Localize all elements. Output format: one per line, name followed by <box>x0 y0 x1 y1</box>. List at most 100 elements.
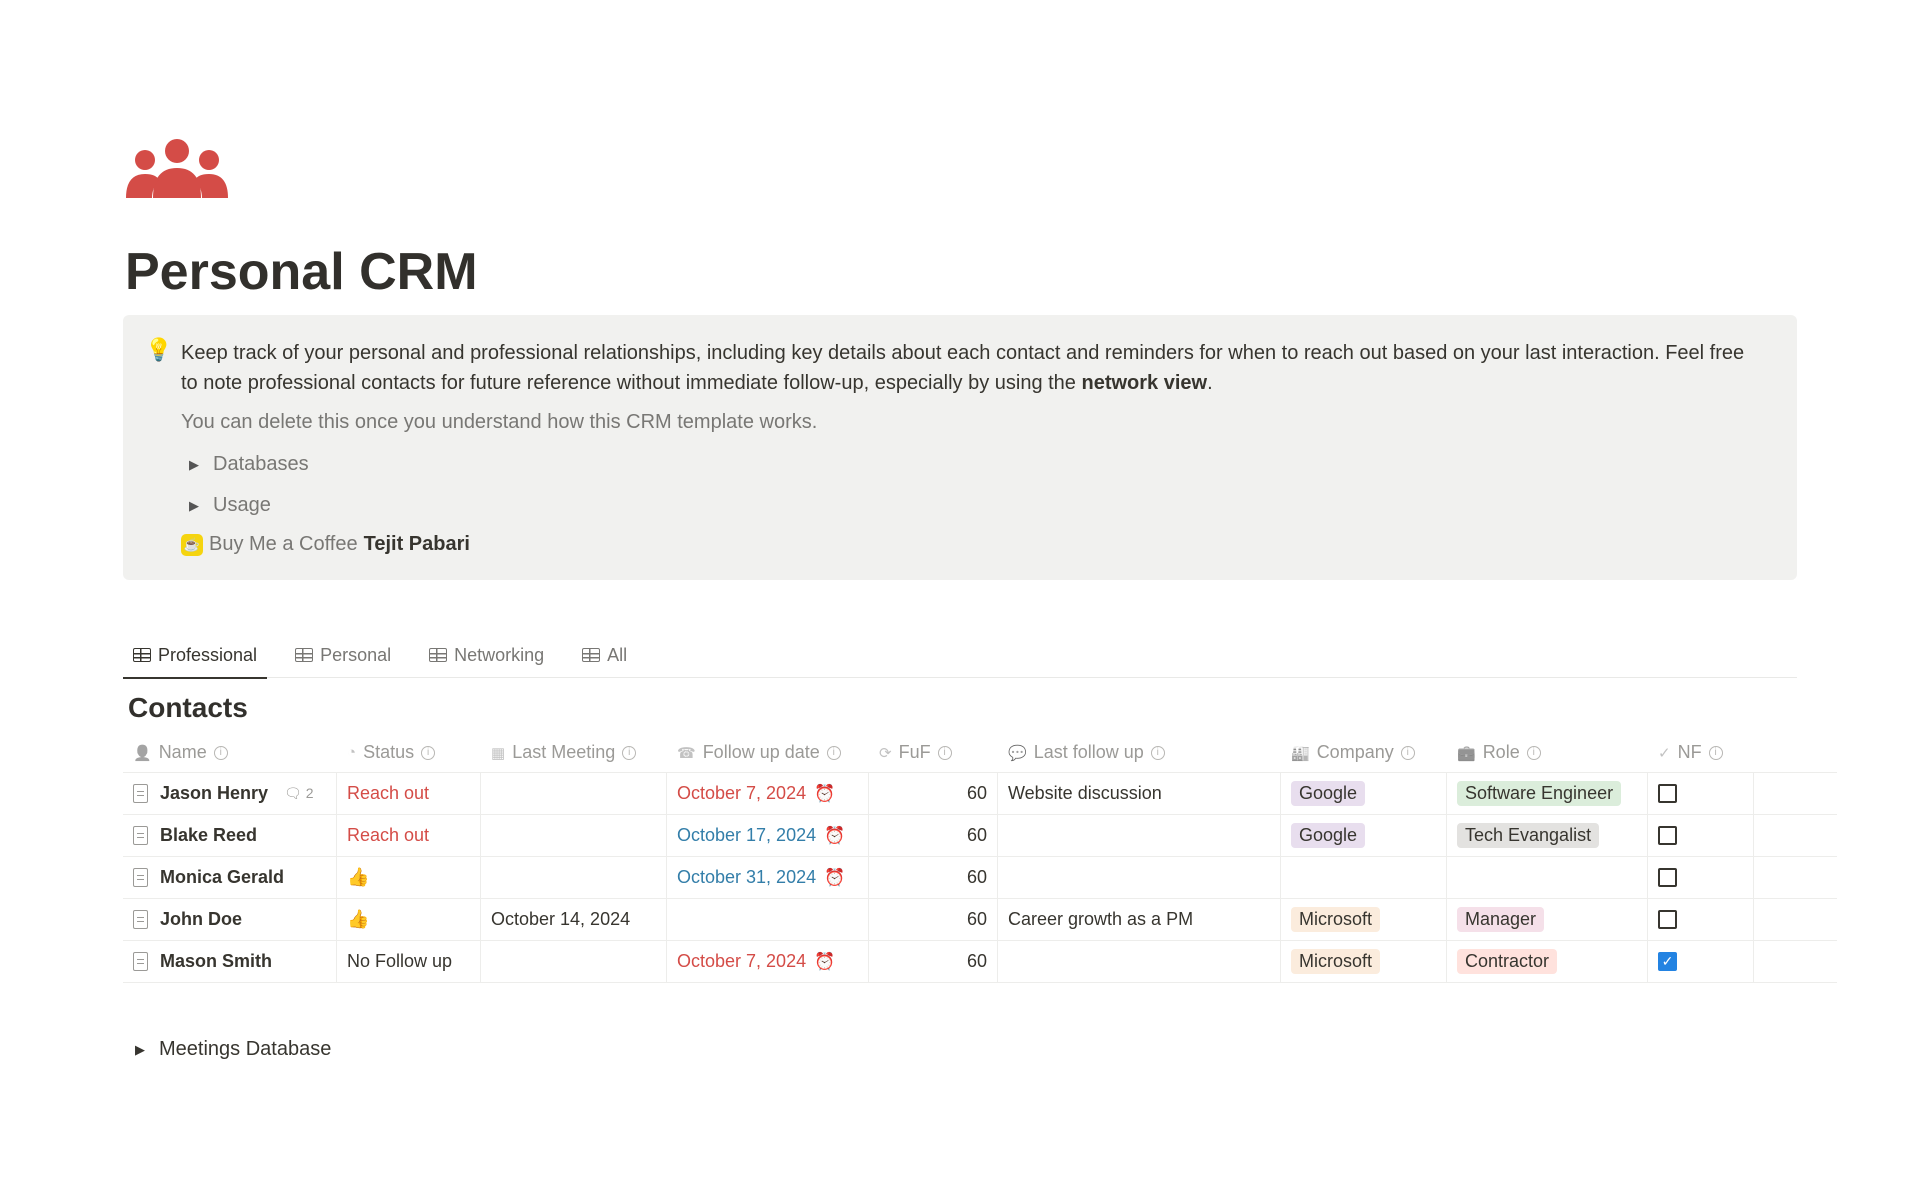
table-row[interactable]: Blake Reed Reach out October 17, 2024 ⏰ 6… <box>123 815 1837 857</box>
triangle-right-icon[interactable]: ▶ <box>135 1041 145 1057</box>
fuf-cell[interactable]: 60 <box>869 815 998 856</box>
company-cell[interactable]: Microsoft <box>1281 941 1447 982</box>
info-icon[interactable]: i <box>1708 745 1723 760</box>
meetings-database-toggle[interactable]: ▶ Meetings Database <box>135 1038 331 1061</box>
column-header-last-meeting[interactable]: ▦ Last Meeting i <box>481 733 667 772</box>
info-icon[interactable]: i <box>1150 745 1165 760</box>
column-header-company[interactable]: 🏭 Company i <box>1281 733 1447 772</box>
empty-cell <box>1754 899 1837 940</box>
column-header-nf[interactable]: ✓ NF i <box>1648 733 1754 772</box>
column-header-name[interactable]: 👤 Name i <box>123 733 337 772</box>
last-follow-up-cell[interactable] <box>998 857 1281 898</box>
fuf-cell[interactable]: 60 <box>869 773 998 814</box>
status-cell[interactable]: Reach out <box>337 815 481 856</box>
company-cell[interactable]: Google <box>1281 815 1447 856</box>
column-header-last-follow-up[interactable]: 💬 Last follow up i <box>998 733 1281 772</box>
tab-personal[interactable]: Personal <box>285 640 401 678</box>
coffee-author[interactable]: Tejit Pabari <box>363 533 470 555</box>
role-cell[interactable]: Tech Evangalist <box>1447 815 1648 856</box>
name-cell[interactable]: John Doe <box>123 899 337 940</box>
status-cell[interactable]: No Follow up <box>337 941 481 982</box>
status-cell[interactable]: Reach out <box>337 773 481 814</box>
contact-name[interactable]: Jason Henry <box>160 783 269 803</box>
tab-networking[interactable]: Networking <box>419 640 554 678</box>
name-cell[interactable]: Blake Reed <box>123 815 337 856</box>
comment-count[interactable]: 🗨 2 <box>284 785 313 802</box>
company-tag: Google <box>1291 823 1366 848</box>
last-meeting-cell[interactable] <box>481 941 667 982</box>
buy-me-coffee-link[interactable]: ☕ Buy Me a Coffee Tejit Pabari <box>181 533 470 556</box>
triangle-right-icon[interactable]: ▶ <box>189 497 199 513</box>
follow-up-date-cell[interactable]: October 7, 2024 ⏰ <box>667 773 869 814</box>
follow-up-date-cell[interactable]: October 17, 2024 ⏰ <box>667 815 869 856</box>
page-icon <box>133 826 148 845</box>
name-cell[interactable]: Jason Henry 🗨 2 <box>123 773 337 814</box>
last-meeting-cell[interactable] <box>481 773 667 814</box>
company-cell[interactable] <box>1281 857 1447 898</box>
last-follow-up-cell[interactable]: Career growth as a PM <box>998 899 1281 940</box>
nf-checkbox[interactable] <box>1658 910 1677 929</box>
info-icon[interactable]: i <box>622 745 637 760</box>
column-label: Last Meeting <box>512 742 616 762</box>
table-icon <box>582 648 601 662</box>
column-header-role[interactable]: 💼 Role i <box>1447 733 1648 772</box>
column-header-follow-up-date[interactable]: ☎ Follow up date i <box>667 733 869 772</box>
table-row[interactable]: Monica Gerald 👍 October 31, 2024 ⏰ 60 <box>123 857 1837 899</box>
status-cell[interactable]: 👍 <box>337 857 481 898</box>
nf-checkbox[interactable] <box>1658 868 1677 887</box>
contact-name[interactable]: Blake Reed <box>160 825 258 845</box>
alarm-clock-icon: ⏰ <box>824 825 846 845</box>
info-icon[interactable]: i <box>1400 745 1415 760</box>
info-icon[interactable]: i <box>213 745 228 760</box>
view-tabs: Professional Personal Networking All <box>123 640 1797 679</box>
tab-all[interactable]: All <box>572 640 637 678</box>
name-cell[interactable]: Monica Gerald <box>123 857 337 898</box>
nf-checkbox[interactable] <box>1658 784 1677 803</box>
last-meeting-cell[interactable]: October 14, 2024 <box>481 899 667 940</box>
page-icon <box>133 910 148 929</box>
table-icon <box>133 648 151 662</box>
triangle-right-icon[interactable]: ▶ <box>189 456 199 472</box>
table-row[interactable]: Jason Henry 🗨 2 Reach out October 7, 2024… <box>123 773 1837 815</box>
last-follow-up-cell[interactable] <box>998 941 1281 982</box>
nf-checkbox[interactable] <box>1658 826 1677 845</box>
column-header-status[interactable]: ◔ Status i <box>337 733 481 772</box>
database-title[interactable]: Contacts <box>128 692 248 723</box>
follow-up-date-cell[interactable]: October 7, 2024 ⏰ <box>667 941 869 982</box>
info-icon[interactable]: i <box>937 745 952 760</box>
company-cell[interactable]: Google <box>1281 773 1447 814</box>
page-title: Personal CRM <box>125 243 478 301</box>
role-cell[interactable]: Contractor <box>1447 941 1648 982</box>
column-header-fuf[interactable]: ⟳ FuF i <box>869 733 998 772</box>
last-follow-up-cell[interactable]: Website discussion <box>998 773 1281 814</box>
column-label: FuF <box>898 742 931 762</box>
role-cell[interactable] <box>1447 857 1648 898</box>
tab-professional[interactable]: Professional <box>123 640 268 679</box>
factory-icon: 🏭 <box>1291 744 1310 762</box>
info-icon[interactable]: i <box>421 745 436 760</box>
info-icon[interactable]: i <box>826 745 841 760</box>
status-cell[interactable]: 👍 <box>337 899 481 940</box>
follow-up-date-cell[interactable]: October 31, 2024 ⏰ <box>667 857 869 898</box>
follow-up-date-cell[interactable] <box>667 899 869 940</box>
last-follow-up-cell[interactable] <box>998 815 1281 856</box>
table-row[interactable]: Mason Smith No Follow up October 7, 2024… <box>123 941 1837 983</box>
last-meeting-cell[interactable] <box>481 815 667 856</box>
fuf-cell[interactable]: 60 <box>869 899 998 940</box>
contact-name[interactable]: Monica Gerald <box>160 867 285 887</box>
toggle-usage[interactable]: ▶ Usage <box>189 494 271 517</box>
role-cell[interactable]: Software Engineer <box>1447 773 1648 814</box>
name-cell[interactable]: Mason Smith <box>123 941 337 982</box>
fuf-cell[interactable]: 60 <box>869 857 998 898</box>
last-meeting-cell[interactable] <box>481 857 667 898</box>
fuf-cell[interactable]: 60 <box>869 941 998 982</box>
company-cell[interactable]: Microsoft <box>1281 899 1447 940</box>
contact-name[interactable]: Mason Smith <box>160 951 273 971</box>
contact-name[interactable]: John Doe <box>160 909 243 929</box>
tab-label: All <box>607 644 628 665</box>
nf-checkbox[interactable]: ✓ <box>1658 952 1677 971</box>
role-cell[interactable]: Manager <box>1447 899 1648 940</box>
toggle-databases[interactable]: ▶ Databases <box>189 453 309 476</box>
info-icon[interactable]: i <box>1526 745 1541 760</box>
table-row[interactable]: John Doe 👍 October 14, 2024 60 Career gr… <box>123 899 1837 941</box>
